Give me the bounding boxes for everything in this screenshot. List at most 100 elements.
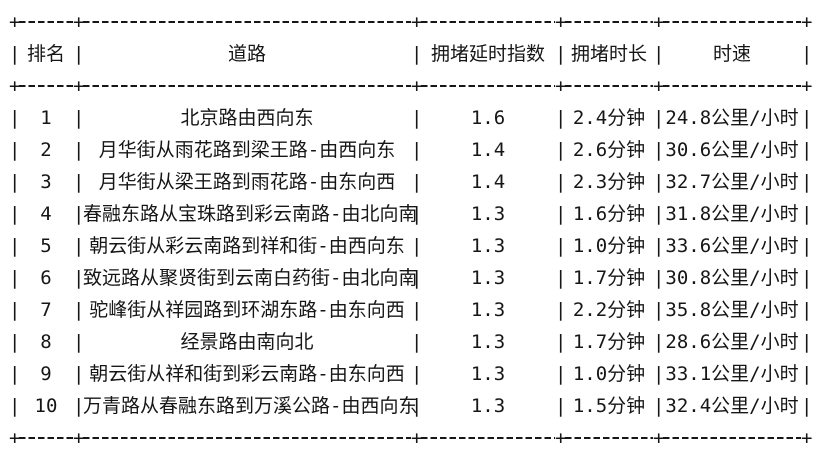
- cell-rank: 3: [40, 171, 52, 193]
- cell-duration: 1.7分钟: [572, 267, 646, 289]
- cell-duration: 2.6分钟: [572, 139, 646, 161]
- column-separator: |: [801, 43, 813, 65]
- column-separator: |: [555, 171, 567, 193]
- column-separator: |: [411, 395, 423, 417]
- table-row: | 3 | 月华街从梁王路到雨花路-由东向西 | 1.4 | 2.3分钟 | 3…: [9, 166, 813, 198]
- column-separator: |: [411, 331, 423, 353]
- cell-speed: 31.8公里/小时: [665, 203, 799, 225]
- border-dash: [83, 422, 411, 454]
- border-dash: [421, 70, 555, 102]
- border-dash: [421, 422, 555, 454]
- column-separator: |: [73, 43, 85, 65]
- column-separator: |: [73, 395, 85, 417]
- border-corner: +: [801, 427, 813, 449]
- border-corner: +: [73, 427, 85, 449]
- cell-speed: 32.7公里/小时: [665, 171, 799, 193]
- congestion-ranking-table: + + + + + + | 排名 | 道路 | 拥堵延时指数 | 拥堵时长 | …: [9, 0, 813, 454]
- cell-rank: 5: [40, 235, 52, 257]
- column-separator: |: [9, 139, 21, 161]
- border-dash: [663, 70, 801, 102]
- column-separator: |: [801, 267, 813, 289]
- column-separator: |: [411, 299, 423, 321]
- table-row: | 10 | 万青路从春融东路到万溪公路-由西向东 | 1.3 | 1.5分钟 …: [9, 390, 812, 422]
- column-separator: |: [411, 107, 423, 129]
- cell-speed: 24.8公里/小时: [665, 107, 799, 129]
- column-separator: |: [411, 171, 423, 193]
- header-duration: 拥堵时长: [570, 43, 647, 65]
- column-separator: |: [801, 363, 813, 385]
- column-separator: |: [9, 171, 21, 193]
- table-row: | 8 | 经景路由南向北 | 1.3 | 1.7分钟 | 28.6公里/小时 …: [9, 326, 812, 358]
- column-separator: |: [73, 139, 85, 161]
- column-separator: |: [653, 171, 665, 193]
- column-separator: |: [555, 139, 567, 161]
- cell-road: 朝云街从彩云南路到祥和街-由西向东: [89, 235, 405, 257]
- cell-speed: 35.8公里/小时: [665, 299, 799, 321]
- table-row: | 9 | 朝云街从祥和街到彩云南路-由东向西 | 1.3 | 1.0分钟 | …: [9, 358, 813, 390]
- border-corner: +: [411, 75, 423, 97]
- cell-rank: 1: [40, 107, 52, 129]
- border-corner: +: [801, 75, 813, 97]
- border-corner: +: [9, 427, 21, 449]
- cell-speed: 30.6公里/小时: [665, 139, 799, 161]
- column-separator: |: [9, 395, 21, 417]
- border-dash: [83, 6, 411, 38]
- cell-duration: 1.0分钟: [572, 363, 646, 385]
- border-dash: [19, 70, 73, 102]
- cell-rank: 8: [40, 331, 52, 353]
- header-speed: 时速: [712, 43, 751, 65]
- column-separator: |: [411, 139, 423, 161]
- cell-index: 1.3: [470, 299, 506, 321]
- cell-index: 1.3: [470, 363, 506, 385]
- table-row: | 7 | 驼峰街从祥园路到环湖东路-由东向西 | 1.3 | 2.2分钟 | …: [9, 294, 813, 326]
- cell-road: 经景路由南向北: [180, 331, 314, 353]
- column-separator: |: [9, 107, 21, 129]
- column-separator: |: [555, 299, 567, 321]
- header-index: 拥堵延时指数: [430, 43, 545, 65]
- table-border-bottom: + + + + + +: [9, 422, 813, 454]
- cell-duration: 2.2分钟: [572, 299, 646, 321]
- table-rows: | 1 | 北京路由西向东 | 1.6 | 2.4分钟 | 24.8公里/小时 …: [9, 102, 813, 422]
- border-dash: [663, 6, 801, 38]
- cell-rank: 9: [40, 363, 52, 385]
- border-corner: +: [73, 11, 85, 33]
- border-dash: [565, 422, 653, 454]
- cell-road: 北京路由西向东: [180, 107, 314, 129]
- column-separator: |: [653, 267, 665, 289]
- border-corner: +: [801, 11, 813, 33]
- column-separator: |: [73, 171, 85, 193]
- header-road: 道路: [227, 43, 266, 65]
- column-separator: |: [411, 43, 423, 65]
- column-separator: |: [801, 299, 813, 321]
- cell-duration: 1.0分钟: [572, 235, 646, 257]
- border-corner: +: [555, 11, 567, 33]
- cell-rank: 10: [34, 395, 58, 417]
- header-rank: 排名: [26, 43, 65, 65]
- column-separator: |: [801, 171, 813, 193]
- column-separator: |: [801, 107, 813, 129]
- border-corner: +: [9, 75, 21, 97]
- column-separator: |: [555, 235, 567, 257]
- table-row: | 2 | 月华街从雨花路到梁王路-由西向东 | 1.4 | 2.6分钟 | 3…: [9, 134, 812, 166]
- column-separator: |: [73, 203, 85, 225]
- cell-road: 驼峰街从祥园路到环湖东路-由东向西: [89, 299, 405, 321]
- column-separator: |: [73, 235, 85, 257]
- table-header-row: | 排名 | 道路 | 拥堵延时指数 | 拥堵时长 | 时速 |: [9, 38, 813, 70]
- column-separator: |: [9, 331, 21, 353]
- cell-rank: 4: [40, 203, 52, 225]
- cell-duration: 1.6分钟: [572, 203, 646, 225]
- cell-road: 万青路从春融东路到万溪公路-由西向东: [83, 395, 418, 417]
- cell-road: 朝云街从祥和街到彩云南路-由东向西: [89, 363, 405, 385]
- column-separator: |: [555, 267, 567, 289]
- column-separator: |: [653, 395, 665, 417]
- border-corner: +: [653, 427, 665, 449]
- column-separator: |: [653, 203, 665, 225]
- cell-duration: 2.4分钟: [572, 107, 646, 129]
- border-corner: +: [73, 75, 85, 97]
- cell-rank: 7: [40, 299, 52, 321]
- cell-speed: 28.6公里/小时: [665, 331, 799, 353]
- border-corner: +: [411, 11, 423, 33]
- cell-road: 致远路从聚贤街到云南白药街-由北向南: [83, 267, 418, 289]
- cell-speed: 32.4公里/小时: [665, 395, 799, 417]
- cell-index: 1.4: [470, 139, 506, 161]
